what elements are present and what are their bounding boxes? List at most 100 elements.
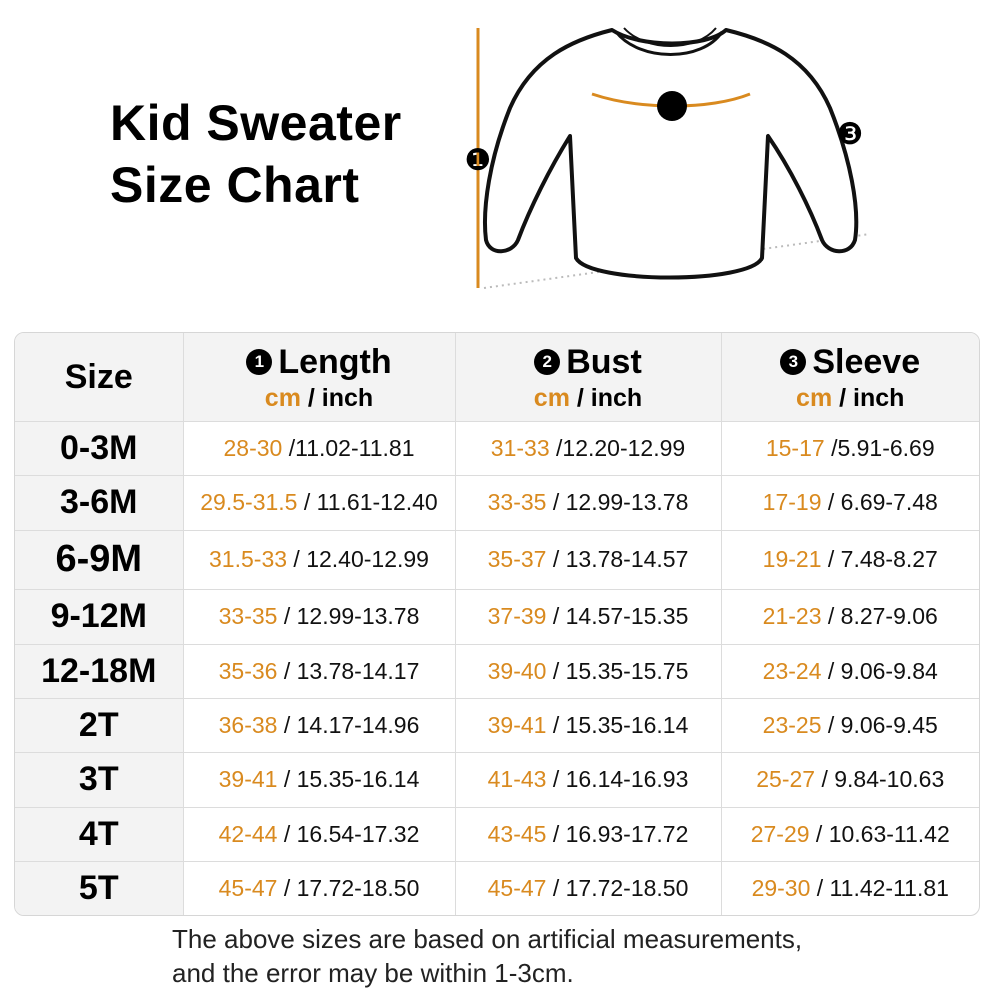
bust-inch-value: / 13.78-14.57 bbox=[552, 546, 689, 573]
bust-cm-value: 39-40 bbox=[487, 657, 547, 684]
sleeve-cm-value: 29-30 bbox=[751, 874, 811, 901]
note-line-1: The above sizes are based on artificial … bbox=[172, 924, 803, 954]
table-row: 5T 45-47 / 17.72-18.50 45-47 / 17.72-18.50… bbox=[15, 860, 979, 915]
length-cm-value: 29.5-31.5 bbox=[200, 489, 298, 516]
measurement-note: The above sizes are based on artificial … bbox=[172, 922, 802, 990]
page-title: Kid Sweater Size Chart bbox=[110, 92, 402, 216]
length-cm-value: 45-47 bbox=[218, 874, 278, 901]
header-bust-label: Bust bbox=[566, 342, 642, 381]
bust-inch-value: / 14.57-15.35 bbox=[552, 603, 689, 630]
size-cell: 12-18M bbox=[15, 643, 184, 699]
bust-inch-value: / 15.35-15.75 bbox=[552, 657, 689, 684]
bust-cm-value: 43-45 bbox=[487, 820, 547, 847]
bust-cell: 37-39 / 14.57-15.35 bbox=[454, 589, 722, 645]
length-cm-value: 28-30 bbox=[223, 435, 283, 462]
length-inch-value: / 17.72-18.50 bbox=[283, 874, 420, 901]
sleeve-cell: 19-21 / 7.48-8.27 bbox=[720, 529, 979, 591]
sleeve-cell: 29-30 / 11.42-11.81 bbox=[720, 860, 979, 915]
sweater-diagram: ❶ ❸ bbox=[465, 27, 871, 289]
size-cell: 5T bbox=[15, 860, 184, 915]
header-bust-units: cm / inch bbox=[533, 383, 643, 412]
bust-cell: 31-33 /12.20-12.99 bbox=[454, 420, 722, 477]
sleeve-inch-value: / 7.48-8.27 bbox=[827, 546, 938, 573]
table-row: 3T 39-41 / 15.35-16.14 41-43 / 16.14-16.93… bbox=[15, 752, 979, 808]
sleeve-cell: 23-24 / 9.06-9.84 bbox=[720, 643, 979, 699]
table-row: 0-3M 28-30 /11.02-11.81 31-33 /12.20-12.99… bbox=[15, 420, 979, 477]
sleeve-cm-value: 25-27 bbox=[756, 766, 816, 793]
bust-cell: 39-41 / 15.35-16.14 bbox=[454, 697, 722, 754]
table-row: 6-9M 31.5-33 / 12.40-12.99 35-37 / 13.78-1… bbox=[15, 529, 979, 591]
sleeve-cm-value: 23-25 bbox=[762, 712, 822, 739]
length-cell: 45-47 / 17.72-18.50 bbox=[182, 860, 456, 915]
size-cell: 4T bbox=[15, 806, 184, 862]
size-table: Size 1 Length cm / inch 2 Bust cm / inch bbox=[15, 333, 979, 915]
sleeve-inch-value: / 10.63-11.42 bbox=[815, 820, 950, 847]
length-inch-value: / 11.61-12.40 bbox=[303, 489, 438, 516]
length-cm-value: 33-35 bbox=[218, 603, 278, 630]
sleeve-cm-value: 27-29 bbox=[750, 820, 810, 847]
size-cell: 0-3M bbox=[15, 420, 184, 477]
bust-cm-value: 45-47 bbox=[487, 874, 547, 901]
length-marker-icon: ❶ bbox=[465, 143, 492, 178]
bust-cell: 35-37 / 13.78-14.57 bbox=[454, 529, 722, 591]
title-line-2: Size Chart bbox=[110, 157, 360, 213]
length-cell: 31.5-33 / 12.40-12.99 bbox=[182, 529, 456, 591]
header-length-label: Length bbox=[278, 342, 392, 381]
sleeve-inch-value: / 8.27-9.06 bbox=[827, 603, 938, 630]
sleeve-cell: 15-17 /5.91-6.69 bbox=[720, 420, 979, 477]
length-inch-value: / 12.99-13.78 bbox=[283, 603, 420, 630]
sleeve-inch-value: / 9.06-9.84 bbox=[827, 657, 938, 684]
sleeve-cm-value: 21-23 bbox=[762, 603, 822, 630]
header-length-units: cm / inch bbox=[264, 383, 374, 412]
header-bust: 2 Bust cm / inch bbox=[454, 333, 722, 422]
length-inch-value: / 14.17-14.96 bbox=[283, 712, 420, 739]
note-line-2: and the error may be within 1-3cm. bbox=[172, 958, 574, 988]
sleeve-cell: 23-25 / 9.06-9.45 bbox=[720, 697, 979, 754]
sleeve-cm-value: 23-24 bbox=[762, 657, 822, 684]
length-cell: 33-35 / 12.99-13.78 bbox=[182, 589, 456, 645]
table-row: 3-6M 29.5-31.5 / 11.61-12.40 33-35 / 12.99… bbox=[15, 475, 979, 531]
sleeve-cell: 17-19 / 6.69-7.48 bbox=[720, 475, 979, 531]
header-sleeve-label: Sleeve bbox=[812, 342, 921, 381]
bust-inch-value: / 16.93-17.72 bbox=[552, 820, 689, 847]
bust-inch-value: / 15.35-16.14 bbox=[552, 712, 689, 739]
bust-cell: 45-47 / 17.72-18.50 bbox=[454, 860, 722, 915]
bust-cell: 33-35 / 12.99-13.78 bbox=[454, 475, 722, 531]
title-line-1: Kid Sweater bbox=[110, 95, 402, 151]
length-number-icon: 1 bbox=[246, 348, 273, 375]
size-cell: 6-9M bbox=[15, 529, 184, 591]
bust-cell: 43-45 / 16.93-17.72 bbox=[454, 806, 722, 862]
length-cell: 36-38 / 14.17-14.96 bbox=[182, 697, 456, 754]
bottom-guide-line bbox=[483, 233, 871, 289]
length-inch-value: / 16.54-17.32 bbox=[283, 820, 420, 847]
length-cell: 42-44 / 16.54-17.32 bbox=[182, 806, 456, 862]
sleeve-cm-value: 15-17 bbox=[765, 435, 825, 462]
sleeve-cell: 21-23 / 8.27-9.06 bbox=[720, 589, 979, 645]
table-row: 4T 42-44 / 16.54-17.32 43-45 / 16.93-17.72… bbox=[15, 806, 979, 862]
sleeve-cm-value: 19-21 bbox=[762, 546, 822, 573]
length-inch-value: /11.02-11.81 bbox=[288, 435, 415, 462]
bust-inch-value: / 17.72-18.50 bbox=[552, 874, 689, 901]
sleeve-inch-value: / 9.84-10.63 bbox=[821, 766, 945, 793]
table-row: 12-18M 35-36 / 13.78-14.17 39-40 / 15.35-1… bbox=[15, 643, 979, 699]
sweater-icon bbox=[483, 27, 859, 280]
length-inch-value: / 15.35-16.14 bbox=[283, 766, 420, 793]
bust-cm-value: 31-33 bbox=[490, 435, 550, 462]
header-sleeve-units: cm / inch bbox=[796, 383, 905, 412]
length-cell: 29.5-31.5 / 11.61-12.40 bbox=[182, 475, 456, 531]
bust-cm-value: 37-39 bbox=[487, 603, 547, 630]
length-cm-value: 42-44 bbox=[218, 820, 278, 847]
size-cell: 3T bbox=[15, 752, 184, 808]
sleeve-marker-icon: ❸ bbox=[837, 117, 864, 152]
bust-cell: 41-43 / 16.14-16.93 bbox=[454, 752, 722, 808]
size-cell: 9-12M bbox=[15, 589, 184, 645]
length-cell: 35-36 / 13.78-14.17 bbox=[182, 643, 456, 699]
sleeve-cell: 27-29 / 10.63-11.42 bbox=[720, 806, 979, 862]
bust-inch-value: / 16.14-16.93 bbox=[552, 766, 689, 793]
length-cm-value: 31.5-33 bbox=[209, 546, 288, 573]
bust-inch-value: /12.20-12.99 bbox=[556, 435, 686, 462]
table-row: 2T 36-38 / 14.17-14.96 39-41 / 15.35-16.14… bbox=[15, 697, 979, 754]
table-header-row: Size 1 Length cm / inch 2 Bust cm / inch bbox=[15, 333, 979, 422]
sleeve-number-icon: 3 bbox=[780, 348, 807, 375]
length-cell: 39-41 / 15.35-16.14 bbox=[182, 752, 456, 808]
